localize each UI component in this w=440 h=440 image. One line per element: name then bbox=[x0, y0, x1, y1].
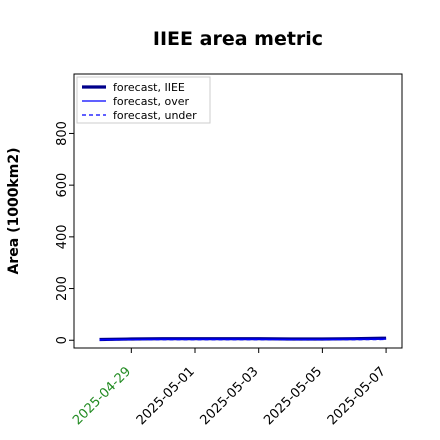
x-tick-label: 2025-05-03 bbox=[197, 364, 261, 428]
y-tick-label: 200 bbox=[55, 276, 70, 301]
y-tick-label: 400 bbox=[55, 224, 70, 249]
legend-label: forecast, IIEE bbox=[113, 81, 185, 94]
legend-label: forecast, over bbox=[113, 95, 189, 108]
x-tick-label: 2025-04-29 bbox=[70, 364, 134, 428]
x-tick-label: 2025-05-01 bbox=[134, 364, 198, 428]
y-axis-label: Area (1000km2) bbox=[6, 148, 22, 275]
x-axis-ticks: 2025-04-29 2025-05-01 2025-05-03 2025-05-05… bbox=[70, 348, 389, 428]
x-tick-label: 2025-05-07 bbox=[325, 364, 389, 428]
plot-frame bbox=[73, 73, 403, 349]
x-tick-label: 2025-05-05 bbox=[261, 364, 325, 428]
y-tick-label: 0 bbox=[55, 336, 70, 344]
y-tick-label: 600 bbox=[55, 173, 70, 198]
chart-title: IIEE area metric bbox=[153, 28, 323, 50]
y-axis-ticks: 0 200 400 600 800 bbox=[55, 121, 74, 344]
series-line-forecast-under bbox=[99, 338, 387, 341]
series-lines bbox=[99, 336, 387, 342]
legend-label: forecast, under bbox=[113, 109, 197, 122]
y-tick-label: 800 bbox=[55, 121, 70, 146]
